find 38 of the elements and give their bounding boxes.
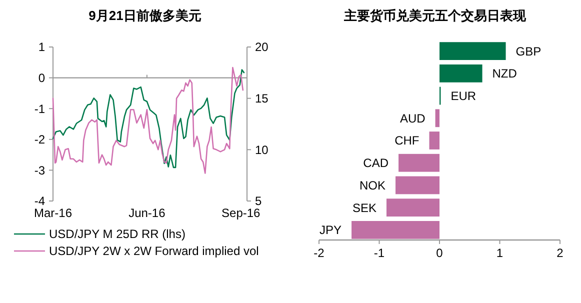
legend-label: USD/JPY M 25D RR (lhs) (49, 227, 186, 242)
y-tick-label: CAD (363, 156, 389, 170)
y-tick-label: -1 (34, 102, 46, 116)
x-tick-label: -2 (314, 246, 325, 260)
y-tick-label: NOK (360, 178, 386, 192)
x-tick-label: Mar-16 (34, 206, 72, 220)
bar (440, 64, 482, 82)
x-tick-label: 2 (556, 246, 564, 260)
x-tick-label: Jun-16 (128, 206, 166, 220)
x-tick-label: 0 (436, 246, 444, 260)
y-tick-label: SEK (352, 200, 376, 215)
y2-tick-label: 20 (255, 40, 269, 54)
y2-tick-label: 5 (255, 194, 262, 208)
y-tick-label: 1 (38, 40, 46, 54)
chart-title: 9月21日前傲多美元 (88, 8, 202, 23)
y-tick-label: AUD (400, 111, 426, 126)
y-tick-label: CHF (394, 134, 420, 148)
y-tick-label: -2 (34, 132, 46, 147)
x-tick-label: Sep-16 (222, 206, 261, 220)
y-tick-label: 0 (38, 71, 46, 85)
bar (398, 154, 440, 172)
bar (386, 198, 440, 217)
x-tick-label: 1 (496, 246, 504, 260)
bar (435, 109, 440, 128)
y-tick-label: -3 (34, 163, 46, 178)
y-tick-label: NZD (492, 66, 518, 81)
y-tick-label: JPY (320, 223, 342, 238)
y2-tick-label: 10 (255, 142, 269, 157)
bar (429, 132, 440, 150)
y-tick-label: -4 (34, 194, 46, 208)
bar (440, 42, 506, 60)
bar (352, 220, 440, 239)
y-tick-label: EUR (450, 88, 476, 103)
y-tick-label: GBP (516, 44, 542, 58)
bar (396, 176, 440, 194)
legend-label: USD/JPY 2W x 2W Forward implied vol (49, 244, 259, 258)
chart-title: 主要货币兑美元五个交易日表现 (343, 8, 527, 23)
y2-tick-label: 15 (255, 92, 269, 106)
